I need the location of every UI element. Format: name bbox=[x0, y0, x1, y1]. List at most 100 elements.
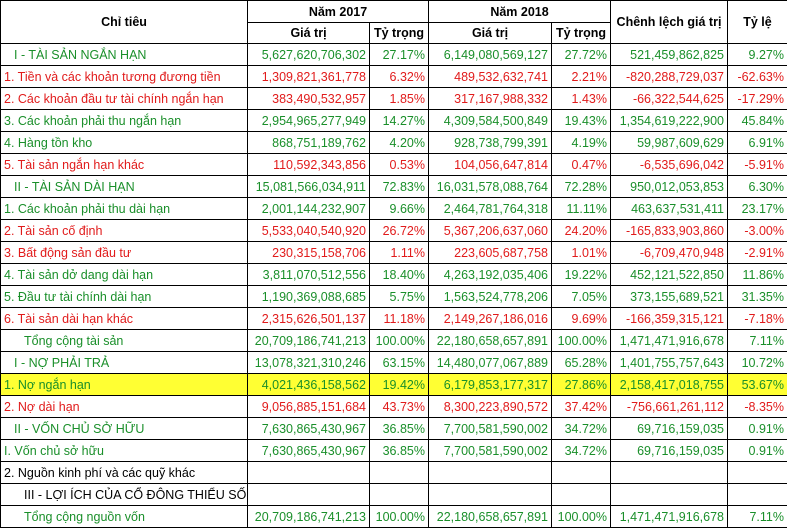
header-weight-2017: Tỷ trọng bbox=[370, 23, 429, 44]
weight-2018: 19.22% bbox=[552, 264, 611, 286]
diff-value: 1,471,471,916,678 bbox=[611, 506, 728, 528]
diff-value: 1,401,755,757,643 bbox=[611, 352, 728, 374]
value-2017: 20,709,186,741,213 bbox=[248, 330, 370, 352]
weight-2018: 24.20% bbox=[552, 220, 611, 242]
value-2017 bbox=[248, 484, 370, 506]
value-2018: 6,149,080,569,127 bbox=[429, 44, 552, 66]
row-label: 6. Tài sản dài hạn khác bbox=[1, 308, 248, 330]
row-label: 2. Các khoản đầu tư tài chính ngắn hạn bbox=[1, 88, 248, 110]
diff-value: 452,121,522,850 bbox=[611, 264, 728, 286]
weight-2018: 1.43% bbox=[552, 88, 611, 110]
value-2018: 223,605,687,758 bbox=[429, 242, 552, 264]
weight-2017: 0.53% bbox=[370, 154, 429, 176]
diff-value: 373,155,689,521 bbox=[611, 286, 728, 308]
ratio-value: -8.35% bbox=[728, 396, 787, 418]
value-2018: 1,563,524,778,206 bbox=[429, 286, 552, 308]
weight-2018: 100.00% bbox=[552, 330, 611, 352]
value-2017: 5,533,040,540,920 bbox=[248, 220, 370, 242]
weight-2017: 4.20% bbox=[370, 132, 429, 154]
ratio-value: -3.00% bbox=[728, 220, 787, 242]
ratio-value: 0.91% bbox=[728, 440, 787, 462]
weight-2018: 11.11% bbox=[552, 198, 611, 220]
value-2018: 2,464,781,764,318 bbox=[429, 198, 552, 220]
value-2018: 7,700,581,590,002 bbox=[429, 418, 552, 440]
weight-2017: 63.15% bbox=[370, 352, 429, 374]
diff-value: -66,322,544,625 bbox=[611, 88, 728, 110]
weight-2017 bbox=[370, 462, 429, 484]
value-2018: 4,309,584,500,849 bbox=[429, 110, 552, 132]
ratio-value: 6.30% bbox=[728, 176, 787, 198]
ratio-value: 9.27% bbox=[728, 44, 787, 66]
ratio-value bbox=[728, 462, 787, 484]
ratio-value: 23.17% bbox=[728, 198, 787, 220]
weight-2018: 1.01% bbox=[552, 242, 611, 264]
value-2017 bbox=[248, 462, 370, 484]
value-2017: 13,078,321,310,246 bbox=[248, 352, 370, 374]
weight-2017: 1.85% bbox=[370, 88, 429, 110]
diff-value: 69,716,159,035 bbox=[611, 440, 728, 462]
ratio-value: -5.91% bbox=[728, 154, 787, 176]
diff-value: 950,012,053,853 bbox=[611, 176, 728, 198]
ratio-value: 45.84% bbox=[728, 110, 787, 132]
ratio-value: 31.35% bbox=[728, 286, 787, 308]
value-2017: 2,315,626,501,137 bbox=[248, 308, 370, 330]
weight-2017: 11.18% bbox=[370, 308, 429, 330]
ratio-value: 10.72% bbox=[728, 352, 787, 374]
header-year-2017: Năm 2017 bbox=[248, 1, 429, 23]
value-2018: 16,031,578,088,764 bbox=[429, 176, 552, 198]
table-row: III - LỢI ÍCH CỦA CỔ ĐÔNG THIỂU SỐ bbox=[1, 484, 787, 506]
value-2018: 2,149,267,186,016 bbox=[429, 308, 552, 330]
row-label: 1. Nợ ngắn hạn bbox=[1, 374, 248, 396]
diff-value: 521,459,862,825 bbox=[611, 44, 728, 66]
value-2018: 7,700,581,590,002 bbox=[429, 440, 552, 462]
header-ratio: Tỷ lệ bbox=[728, 1, 787, 44]
value-2018: 4,263,192,035,406 bbox=[429, 264, 552, 286]
value-2018: 14,480,077,067,889 bbox=[429, 352, 552, 374]
weight-2017: 1.11% bbox=[370, 242, 429, 264]
row-label: 1. Tiền và các khoản tương đương tiền bbox=[1, 66, 248, 88]
weight-2017: 36.85% bbox=[370, 418, 429, 440]
ratio-value: -62.63% bbox=[728, 66, 787, 88]
weight-2017: 27.17% bbox=[370, 44, 429, 66]
value-2017: 7,630,865,430,967 bbox=[248, 418, 370, 440]
row-label: II - TÀI SẢN DÀI HẠN bbox=[1, 176, 248, 198]
diff-value: -6,535,696,042 bbox=[611, 154, 728, 176]
weight-2018: 34.72% bbox=[552, 418, 611, 440]
weight-2017: 100.00% bbox=[370, 330, 429, 352]
value-2017: 5,627,620,706,302 bbox=[248, 44, 370, 66]
value-2017: 4,021,436,158,562 bbox=[248, 374, 370, 396]
value-2017: 2,001,144,232,907 bbox=[248, 198, 370, 220]
weight-2018: 27.86% bbox=[552, 374, 611, 396]
weight-2018 bbox=[552, 484, 611, 506]
value-2018: 489,532,632,741 bbox=[429, 66, 552, 88]
value-2018: 22,180,658,657,891 bbox=[429, 330, 552, 352]
weight-2017: 26.72% bbox=[370, 220, 429, 242]
value-2017: 3,811,070,512,556 bbox=[248, 264, 370, 286]
value-2017: 110,592,343,856 bbox=[248, 154, 370, 176]
ratio-value bbox=[728, 484, 787, 506]
weight-2017: 9.66% bbox=[370, 198, 429, 220]
weight-2018: 7.05% bbox=[552, 286, 611, 308]
value-2018: 6,179,853,177,317 bbox=[429, 374, 552, 396]
table-row: 2. Nguồn kinh phí và các quỹ khác bbox=[1, 462, 787, 484]
row-label: I. Vốn chủ sở hữu bbox=[1, 440, 248, 462]
weight-2017: 100.00% bbox=[370, 506, 429, 528]
weight-2018: 4.19% bbox=[552, 132, 611, 154]
value-2017: 1,190,369,088,685 bbox=[248, 286, 370, 308]
value-2017: 1,309,821,361,778 bbox=[248, 66, 370, 88]
weight-2018: 2.21% bbox=[552, 66, 611, 88]
ratio-value: 0.91% bbox=[728, 418, 787, 440]
weight-2017: 18.40% bbox=[370, 264, 429, 286]
